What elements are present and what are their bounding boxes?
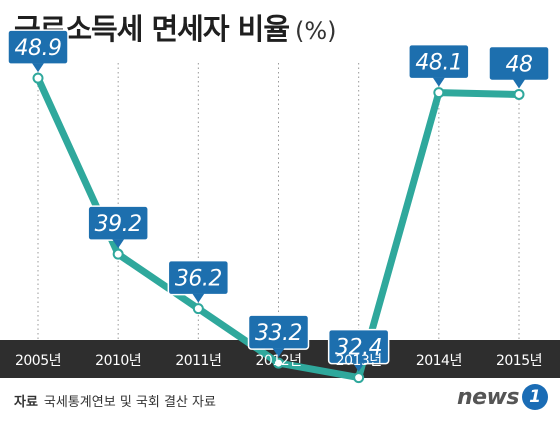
data-label-text: 33.2: [255, 321, 302, 346]
news1-logo: news 1: [457, 384, 548, 410]
data-label-text: 39.2: [95, 212, 142, 237]
data-point-4: [353, 372, 365, 384]
data-label-pointer: [352, 362, 365, 372]
data-point-5: [433, 87, 445, 99]
chart-unit: (%): [295, 17, 337, 45]
data-point-3: [273, 357, 284, 369]
source-note: 자료 국세통계연보 및 국회 결산 자료: [14, 391, 216, 410]
x-tick-label-5: 2014년: [416, 353, 462, 369]
data-label-pointer: [192, 293, 205, 303]
x-tick-label-2: 2011년: [175, 353, 221, 369]
grid-lines: [37, 63, 520, 340]
data-label-2: 36.2: [167, 259, 230, 303]
source-text: 국세통계연보 및 국회 결산 자료: [43, 395, 216, 410]
x-tick-label-1: 2010년: [95, 353, 141, 369]
data-label-text: 36.2: [175, 267, 222, 292]
x-tick-label-4: 2013년: [336, 353, 382, 369]
data-label-text: 48.1: [415, 51, 462, 76]
data-point-6: [513, 88, 525, 100]
data-label-4: 32.4: [327, 328, 390, 372]
data-point-0: [32, 72, 44, 84]
data-label-pointer: [432, 77, 445, 87]
data-label-text: 48.9: [15, 36, 62, 61]
data-label-1: 39.2: [87, 205, 149, 249]
x-tick-label-6: 2015년: [496, 353, 542, 369]
logo-mark: 1: [522, 384, 548, 410]
logo-text: news: [456, 384, 520, 410]
data-label-3: 33.2: [247, 314, 310, 358]
x-tick-label-3: 2012년: [255, 353, 301, 369]
data-label-pointer: [32, 63, 44, 73]
data-label-layer: 48.9 39.2 36.2 33.2 32.4 48.1 48: [7, 29, 550, 372]
source-label: 자료: [14, 395, 38, 410]
data-point-1: [112, 248, 124, 260]
marker-layer: [32, 72, 525, 384]
data-label-text: 48: [506, 52, 533, 77]
data-label-0: 48.9: [7, 29, 69, 73]
data-label-pointer: [513, 79, 525, 89]
data-label-5: 48.1: [408, 43, 470, 87]
x-tick-labels: 2005년 2010년 2011년 2012년 2013년 2014년 2015년: [15, 353, 543, 369]
data-label-6: 48: [488, 45, 550, 89]
x-tick-label-0: 2005년: [15, 353, 61, 369]
data-label-pointer: [272, 348, 285, 358]
data-label-text: 32.4: [335, 336, 382, 361]
data-point-2: [192, 303, 204, 315]
data-label-pointer: [112, 239, 125, 249]
